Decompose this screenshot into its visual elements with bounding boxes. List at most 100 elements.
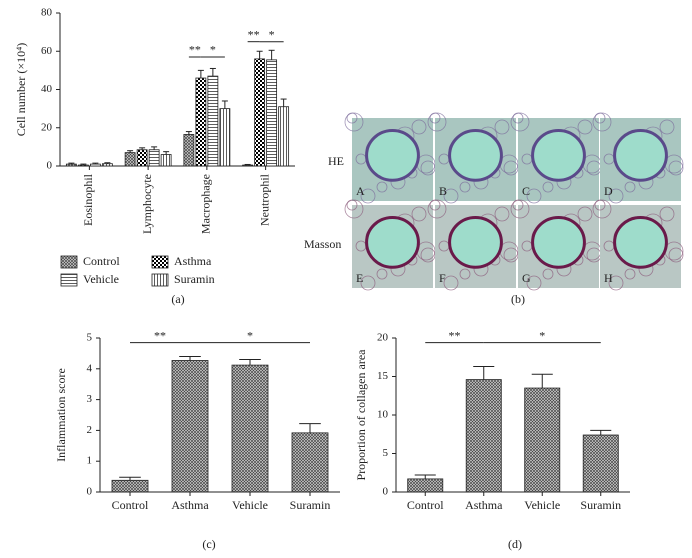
significance-label: * bbox=[247, 328, 253, 342]
y-tick-label: 80 bbox=[41, 7, 53, 19]
error-bar bbox=[197, 69, 204, 79]
alveolus bbox=[360, 188, 376, 204]
alveolus bbox=[542, 268, 554, 280]
bar bbox=[266, 59, 278, 167]
legend-label: Control bbox=[83, 254, 120, 268]
legend-label: Asthma bbox=[174, 254, 212, 268]
panel-label: (a) bbox=[171, 292, 184, 306]
x-tick-label: Suramin bbox=[580, 498, 621, 512]
alveolus bbox=[427, 112, 447, 132]
y-tick-label: 5 bbox=[87, 332, 93, 344]
x-tick-label: Vehicle bbox=[232, 498, 268, 512]
bar bbox=[278, 106, 290, 167]
histology-panel: A B C D E F G H HE Masson (b) bbox=[304, 112, 684, 306]
y-axis-label: Cell number (×10⁴) bbox=[14, 43, 28, 137]
bar bbox=[291, 432, 329, 493]
error-bar bbox=[280, 98, 287, 107]
alveolus bbox=[577, 206, 593, 222]
significance-label: ** bbox=[154, 328, 166, 342]
alveolus bbox=[376, 268, 388, 280]
airway bbox=[365, 215, 420, 269]
error-bar bbox=[239, 359, 261, 366]
image-letter: G bbox=[522, 271, 531, 285]
alveolus bbox=[344, 199, 364, 219]
error-bar bbox=[268, 49, 275, 60]
error-bar bbox=[139, 147, 146, 150]
bar bbox=[89, 163, 101, 167]
alveolus bbox=[427, 199, 447, 219]
bar bbox=[111, 479, 149, 493]
error-bar bbox=[179, 355, 201, 361]
alveolus bbox=[659, 119, 675, 135]
significance-label: ** bbox=[248, 27, 260, 41]
bar bbox=[582, 434, 619, 493]
bar bbox=[465, 379, 502, 493]
airway bbox=[613, 215, 668, 269]
image-letter: D bbox=[604, 184, 613, 198]
error-bar bbox=[127, 150, 134, 153]
alveolus bbox=[668, 160, 684, 176]
y-tick-label: 0 bbox=[87, 486, 93, 498]
significance-label: * bbox=[539, 328, 545, 342]
significance-label: * bbox=[269, 27, 275, 41]
bar bbox=[231, 364, 269, 493]
alveolus bbox=[459, 268, 471, 280]
significance-label: ** bbox=[449, 328, 461, 342]
alveolus bbox=[443, 188, 459, 204]
x-tick-label: Lymphocyte bbox=[140, 174, 154, 234]
legend-swatch bbox=[151, 255, 169, 269]
y-tick-label: 20 bbox=[41, 121, 53, 133]
alveolus bbox=[592, 199, 612, 219]
y-axis-label: Inflammation score bbox=[54, 368, 68, 462]
image-letter: H bbox=[604, 271, 613, 285]
bar bbox=[101, 163, 113, 167]
alveolus bbox=[443, 275, 459, 291]
error-bar bbox=[119, 476, 141, 481]
bar bbox=[407, 478, 444, 493]
bar bbox=[242, 164, 254, 167]
alveolus bbox=[526, 188, 542, 204]
legend-swatch bbox=[60, 273, 78, 287]
panel-label: (c) bbox=[202, 537, 215, 551]
significance-label: * bbox=[210, 43, 216, 57]
x-tick-label: Eosinophil bbox=[81, 173, 95, 226]
airway bbox=[448, 215, 503, 269]
y-tick-label: 1 bbox=[87, 455, 93, 467]
error-bar bbox=[299, 423, 321, 433]
alveolus bbox=[376, 181, 388, 193]
error-bar bbox=[163, 151, 170, 155]
bar bbox=[207, 75, 219, 167]
x-tick-label: Vehicle bbox=[524, 498, 560, 512]
bar bbox=[219, 108, 231, 167]
y-tick-label: 4 bbox=[87, 362, 93, 374]
legend-label: Suramin bbox=[174, 272, 215, 286]
alveolus bbox=[624, 181, 636, 193]
alveolus bbox=[542, 181, 554, 193]
airway bbox=[613, 128, 668, 182]
image-letter: E bbox=[356, 271, 363, 285]
error-bar bbox=[151, 146, 158, 150]
x-tick-label: Asthma bbox=[465, 498, 503, 512]
image-letter: B bbox=[439, 184, 447, 198]
alveolus bbox=[608, 188, 624, 204]
image-letter: F bbox=[439, 271, 446, 285]
alveolus bbox=[659, 206, 675, 222]
legend-swatch bbox=[151, 273, 169, 287]
y-tick-label: 60 bbox=[41, 45, 53, 57]
alveolus bbox=[526, 275, 542, 291]
x-tick-label: Neutrophil bbox=[257, 173, 271, 226]
alveolus bbox=[510, 112, 530, 132]
alveolus bbox=[668, 247, 684, 263]
panel-label: (d) bbox=[508, 537, 522, 551]
alveolus bbox=[592, 112, 612, 132]
bar bbox=[65, 163, 77, 167]
airway bbox=[365, 128, 420, 182]
alveolus bbox=[494, 206, 510, 222]
bar bbox=[136, 149, 148, 167]
airway bbox=[448, 128, 503, 182]
bar bbox=[183, 134, 195, 167]
y-tick-label: 0 bbox=[47, 160, 53, 172]
error-bar bbox=[473, 365, 495, 380]
significance-label: ** bbox=[189, 43, 201, 57]
bar bbox=[148, 149, 160, 167]
